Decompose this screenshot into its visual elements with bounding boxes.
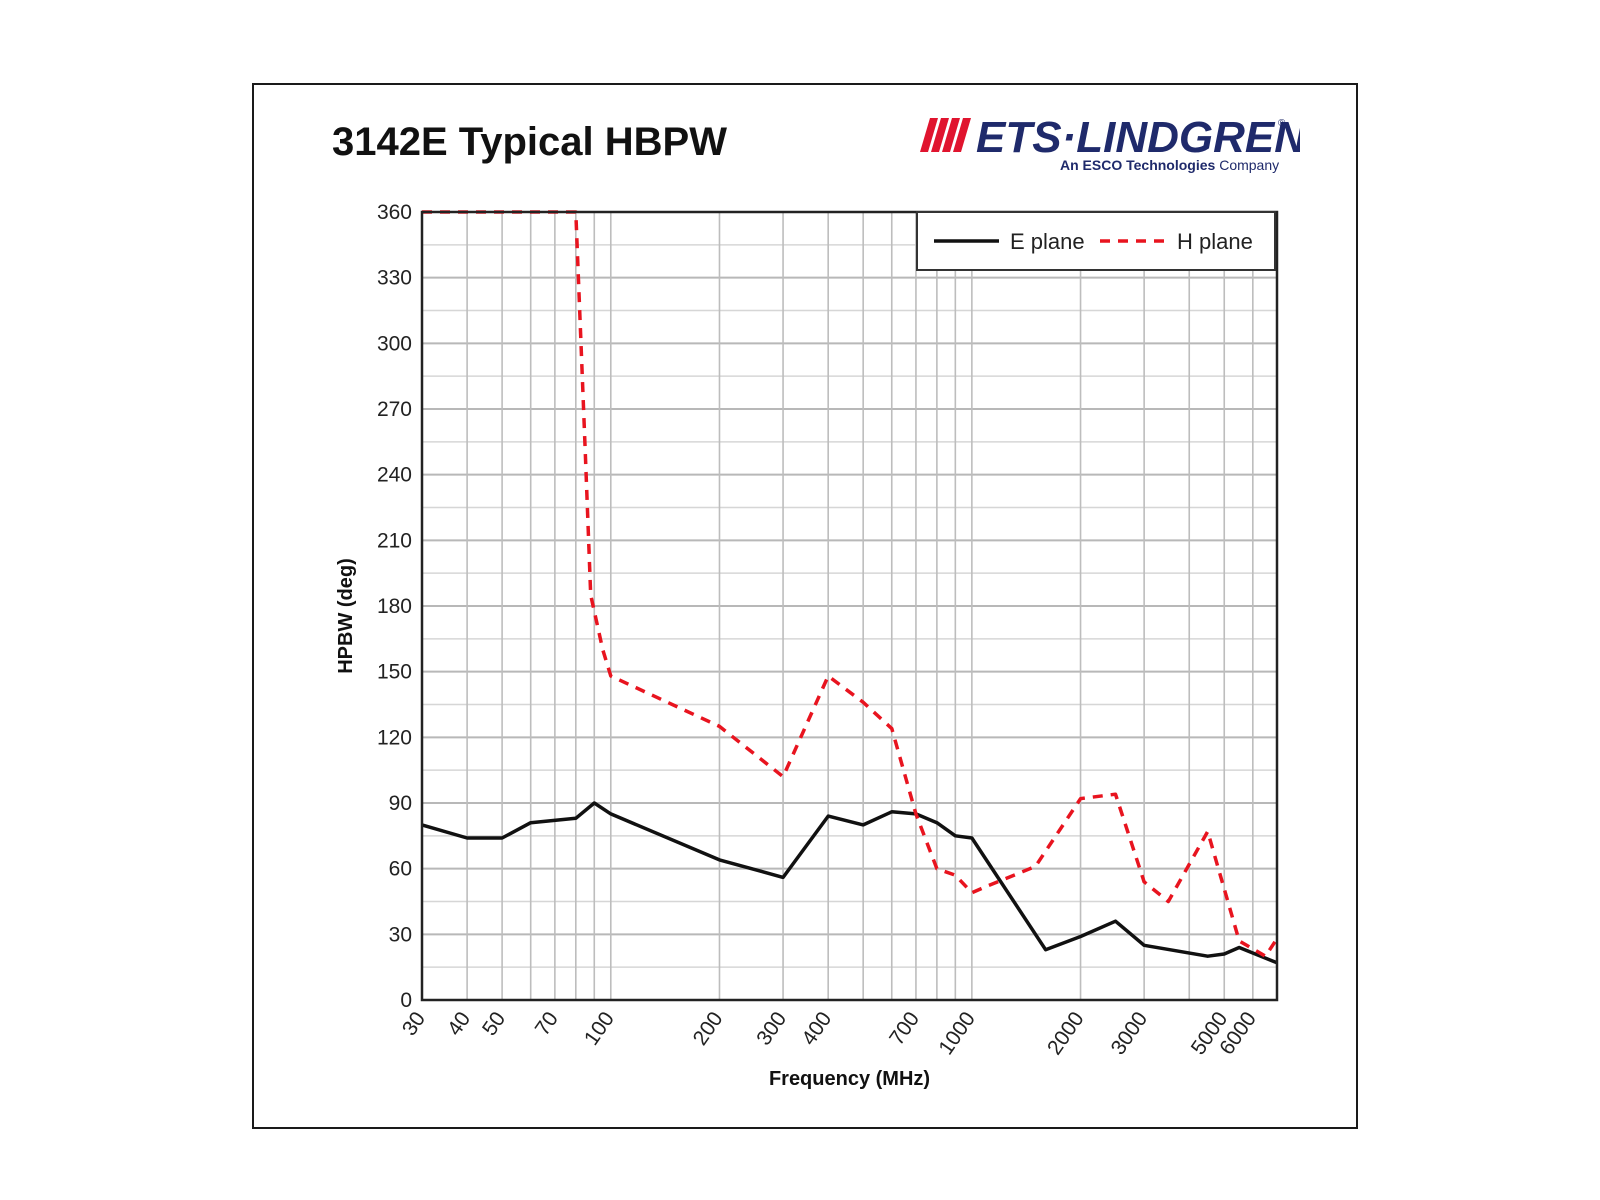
y-tick-label: 270 [377, 398, 412, 421]
series [421, 210, 1279, 965]
y-tick-label: 330 [377, 267, 412, 290]
y-tick-label: 120 [377, 726, 412, 749]
y-tick-label: 30 [389, 923, 412, 946]
y-tick-label: 0 [400, 989, 412, 1012]
legend: E plane H plane [916, 211, 1276, 271]
x-tick-label: 1000 [934, 1008, 980, 1059]
x-tick-label: 70 [531, 1008, 563, 1040]
ets-lindgren-logo: ETS·LINDGREN ® An ESCO Technologies Comp… [920, 113, 1300, 173]
y-axis-label: HPBW (deg) [335, 558, 357, 674]
y-tick-label: 180 [377, 595, 412, 618]
legend-label-e-plane: E plane [1010, 229, 1085, 254]
logo-tagline-bold: An ESCO Technologies [1060, 157, 1216, 173]
y-tick-label: 150 [377, 661, 412, 684]
series-line-e-plane [421, 801, 1278, 965]
x-tick-label: 3000 [1107, 1008, 1153, 1059]
x-tick-label: 700 [885, 1008, 924, 1050]
x-tick-label: 300 [752, 1008, 791, 1050]
legend-label-h-plane: H plane [1177, 229, 1253, 254]
x-tick-label: 400 [797, 1008, 836, 1050]
logo-tagline-rest: Company [1215, 157, 1279, 173]
y-tick-label: 210 [377, 529, 412, 552]
x-axis-label: Frequency (MHz) [769, 1068, 930, 1090]
series-line-h-plane [422, 210, 1279, 958]
x-tick-label: 2000 [1043, 1008, 1089, 1059]
y-tick-labels: 0 30 60 90 120 150 180 210 240 270 300 330 360 [377, 201, 412, 1012]
x-tick-label: 200 [689, 1008, 728, 1050]
logo-tagline: An ESCO Technologies Company [1060, 157, 1279, 173]
x-tick-label: 40 [443, 1008, 475, 1040]
logo-registered-mark: ® [1278, 118, 1286, 129]
logo-mark-icon [920, 118, 971, 152]
x-tick-labels: 30 40 50 70 100 200 300 400 700 1000 2000 3000 50006… [398, 1008, 1261, 1059]
y-tick-label: 60 [389, 858, 412, 881]
slide-frame [252, 83, 1358, 1129]
page-title: 3142E Typical HBPW [332, 120, 727, 164]
y-tick-label: 240 [377, 464, 412, 487]
y-tick-label: 90 [389, 792, 412, 815]
y-tick-label: 360 [377, 201, 412, 224]
x-tick-label: 100 [580, 1008, 619, 1050]
logo-brand-text: ETS·LINDGREN [976, 113, 1300, 162]
grid [422, 211, 1277, 1001]
y-tick-label: 300 [377, 332, 412, 355]
x-tick-label: 30 [398, 1008, 430, 1040]
plot-border [420, 210, 1279, 1002]
x-tick-label: 50 [478, 1008, 510, 1040]
